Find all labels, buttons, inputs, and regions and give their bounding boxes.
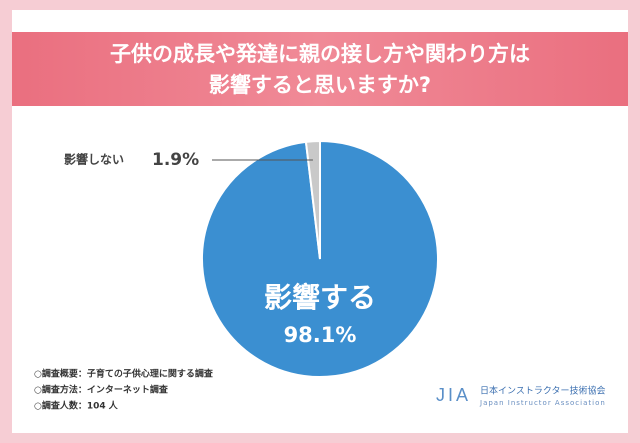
- note: ○調査人数：104 人: [34, 400, 119, 412]
- logo-name-en: Japan Instructor Association: [479, 399, 606, 407]
- chart-title: 子供の成長や発達に親の接し方や関わり方は: [110, 42, 530, 66]
- value-label: 1.9%: [152, 150, 199, 170]
- slice-label: 影響しない: [64, 152, 124, 167]
- chart-title: 影響すると思いますか?: [209, 73, 431, 97]
- value-label: 98.1%: [284, 323, 357, 347]
- logo-mark: JIA: [436, 385, 471, 405]
- pie-slice: [304, 139, 321, 260]
- title-band: [12, 32, 628, 106]
- logo-name: 日本インストラクター技術協会: [480, 385, 605, 397]
- note: ○調査概要：子育ての子供心理に関する調査: [34, 368, 214, 380]
- slice-label: 影響する: [264, 281, 376, 314]
- note: ○調査方法：インターネット調査: [34, 384, 169, 396]
